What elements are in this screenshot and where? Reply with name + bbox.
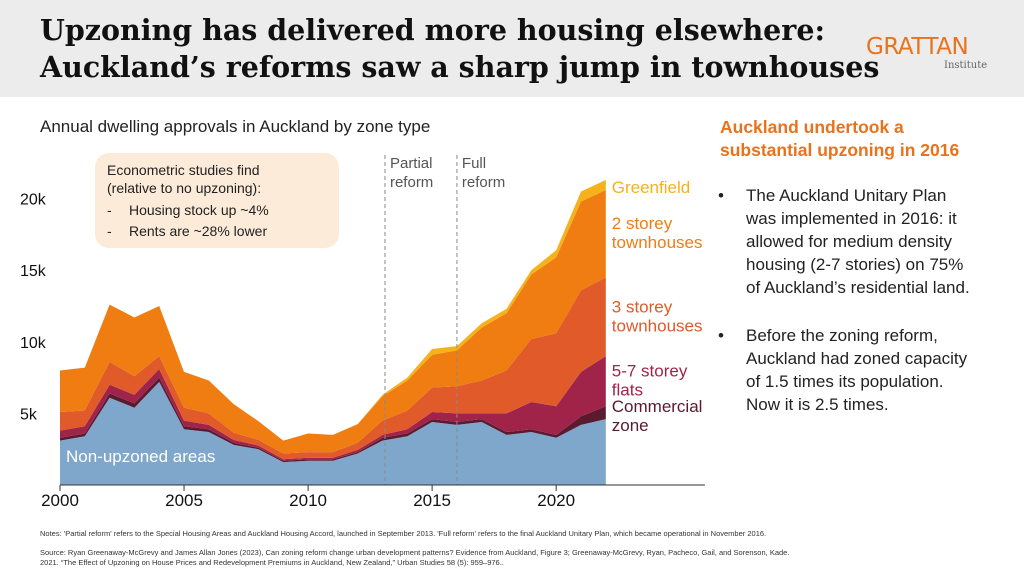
callout-line-1: Econometric studies find — [107, 162, 260, 178]
area-3-storey-townhouses — [60, 277, 606, 460]
callout-box: Econometric studies find (relative to no… — [95, 153, 339, 248]
y-tick-label: 15k — [20, 263, 47, 280]
series-label-3-storey-townhouses: 3 storey — [612, 297, 673, 316]
area-non-upzoned-areas — [60, 381, 606, 485]
title-line-2: Auckland’s reforms saw a sharp jump in t… — [40, 50, 880, 84]
callout-dash-2: - — [107, 223, 112, 239]
ref-label-partial: Partial — [390, 155, 433, 172]
ref-label-full: reform — [462, 174, 505, 191]
y-tick-label: 20k — [20, 192, 47, 209]
series-label-2-storey-townhouses: 2 storey — [612, 214, 673, 233]
title-line-1: Upzoning has delivered more housing else… — [40, 13, 825, 47]
chart-axes: 2000 2005 2010 2015 2020 5k 10k 15k 20k — [20, 192, 705, 510]
bullet-1-line: of Auckland’s residential land. — [746, 278, 970, 297]
series-label-greenfield: Greenfield — [612, 178, 690, 197]
callout-bullet-2: Rents are ~28% lower — [129, 223, 268, 239]
bullet-1-line: was implemented in 2016: it — [746, 209, 957, 228]
series-label-commercial-zone: zone — [612, 416, 649, 435]
header-band — [0, 0, 1024, 97]
callout-line-2: (relative to no upzoning): — [107, 180, 262, 196]
page-title: Upzoning has delivered more housing else… — [40, 12, 879, 86]
x-tick-label: 2015 — [413, 491, 451, 510]
callout-dash-1: - — [107, 202, 112, 218]
series-label-non-upzoned-areas: Non-upzoned areas — [66, 447, 215, 466]
x-tick-label: 2020 — [537, 491, 575, 510]
series-label-3-storey-townhouses: townhouses — [612, 316, 703, 335]
right-heading: Auckland undertook a substantial upzonin… — [720, 116, 959, 162]
bullet-2-line: Before the zoning reform, — [746, 326, 938, 345]
bullet-text-1: The Auckland Unitary Plan was implemente… — [746, 184, 970, 299]
bullet-1-line: housing (2-7 stories) on 75% — [746, 255, 964, 274]
callout-bullet-1: Housing stock up ~4% — [129, 202, 269, 218]
grattan-logo: GRATTAN — [866, 34, 969, 60]
ref-label-full: Full — [462, 155, 486, 172]
bullet-1-line: allowed for medium density — [746, 232, 952, 251]
chart-subtitle: Annual dwelling approvals in Auckland by… — [40, 117, 431, 136]
y-tick-label: 5k — [20, 406, 38, 423]
bullet-dot-1: • — [718, 186, 724, 205]
chart-areas — [60, 180, 606, 485]
bullet-text-2: Before the zoning reform, Auckland had z… — [746, 324, 967, 416]
right-heading-line-2: substantial upzoning in 2016 — [720, 140, 960, 160]
bullet-2-line: of 1.5 times its population. — [746, 372, 944, 391]
source-line-1: Source: Ryan Greenaway-McGrevy and James… — [40, 548, 790, 557]
x-tick-label: 2000 — [41, 491, 79, 510]
bullet-2-line: Now it is 2.5 times. — [746, 395, 889, 414]
area-2-storey-townhouses — [60, 190, 606, 454]
ref-label-partial: reform — [390, 174, 433, 191]
source-line-2: 2021. “The Effect of Upzoning on House P… — [40, 558, 504, 567]
x-tick-label: 2005 — [165, 491, 203, 510]
right-heading-line-1: Auckland undertook a — [720, 117, 904, 137]
series-label-5-7-storey-flats: 5-7 storey — [612, 362, 688, 381]
bullet-dot-2: • — [718, 326, 724, 345]
bullet-2-line: Auckland had zoned capacity — [746, 349, 968, 368]
reference-lines: Partial reform Full reform — [384, 155, 505, 485]
notes-line-1: Notes: 'Partial reform' refers to the Sp… — [40, 529, 767, 538]
bullet-1-line: The Auckland Unitary Plan — [746, 186, 947, 205]
series-label-5-7-storey-flats: flats — [612, 381, 643, 400]
series-label-commercial-zone: Commercial — [612, 397, 703, 416]
series-label-2-storey-townhouses: townhouses — [612, 233, 703, 252]
x-tick-label: 2010 — [289, 491, 327, 510]
grattan-logo-sub: Institute — [944, 60, 988, 71]
y-tick-label: 10k — [20, 335, 47, 352]
